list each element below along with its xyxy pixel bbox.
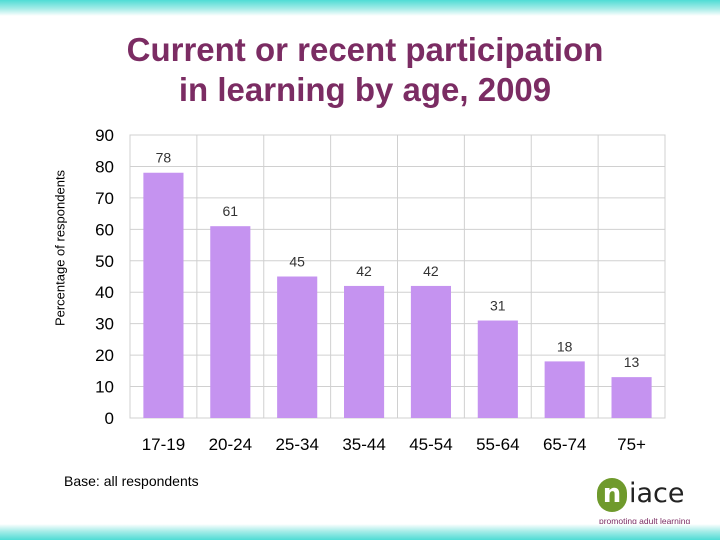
logo-tagline: promoting adult learning: [599, 516, 691, 526]
x-tick-label: 25-34: [275, 435, 318, 454]
y-tick-label: 70: [95, 189, 114, 208]
y-tick-label: 60: [95, 220, 114, 239]
bar: [210, 226, 251, 418]
chart-title-line-2: in learning by age, 2009: [178, 71, 552, 108]
logo-initial: n: [597, 478, 627, 512]
y-tick-label: 80: [95, 157, 114, 176]
niace-logo: n iace promoting adult learning: [597, 478, 707, 530]
data-label: 31: [490, 298, 506, 314]
y-tick-label: 90: [95, 126, 114, 145]
y-tick-label: 0: [105, 409, 114, 428]
y-tick-label: 50: [95, 252, 114, 271]
bar: [611, 377, 652, 418]
data-label: 18: [557, 338, 573, 354]
y-tick-label: 40: [95, 283, 114, 302]
base-note: Base: all respondents: [64, 473, 199, 489]
x-tick-label: 45-54: [409, 435, 452, 454]
x-tick-label: 55-64: [476, 435, 519, 454]
x-tick-label: 65-74: [543, 435, 586, 454]
bar: [143, 172, 184, 418]
bar: [344, 285, 385, 418]
top-decorative-band: [0, 0, 720, 16]
data-label: 42: [423, 263, 439, 279]
y-tick-label: 20: [95, 346, 114, 365]
bar: [477, 320, 518, 418]
chart-title-line-1: Current or recent participation: [126, 31, 604, 68]
y-tick-label: 10: [95, 378, 114, 397]
data-label: 45: [289, 254, 305, 270]
bar: [410, 285, 451, 418]
chart-title: Current or recent participation in learn…: [60, 30, 670, 110]
data-label: 78: [156, 150, 172, 166]
x-tick-label: 35-44: [342, 435, 385, 454]
x-tick-label: 75+: [617, 435, 646, 454]
bar: [277, 276, 318, 418]
data-label: 13: [624, 354, 640, 370]
bar: [544, 361, 585, 418]
x-tick-label: 17-19: [142, 435, 185, 454]
bottom-decorative-band: [0, 524, 720, 540]
data-label: 61: [223, 203, 239, 219]
y-tick-label: 30: [95, 315, 114, 334]
data-label: 42: [356, 263, 372, 279]
logo-wordmark: iace: [629, 478, 685, 509]
x-tick-label: 20-24: [209, 435, 252, 454]
